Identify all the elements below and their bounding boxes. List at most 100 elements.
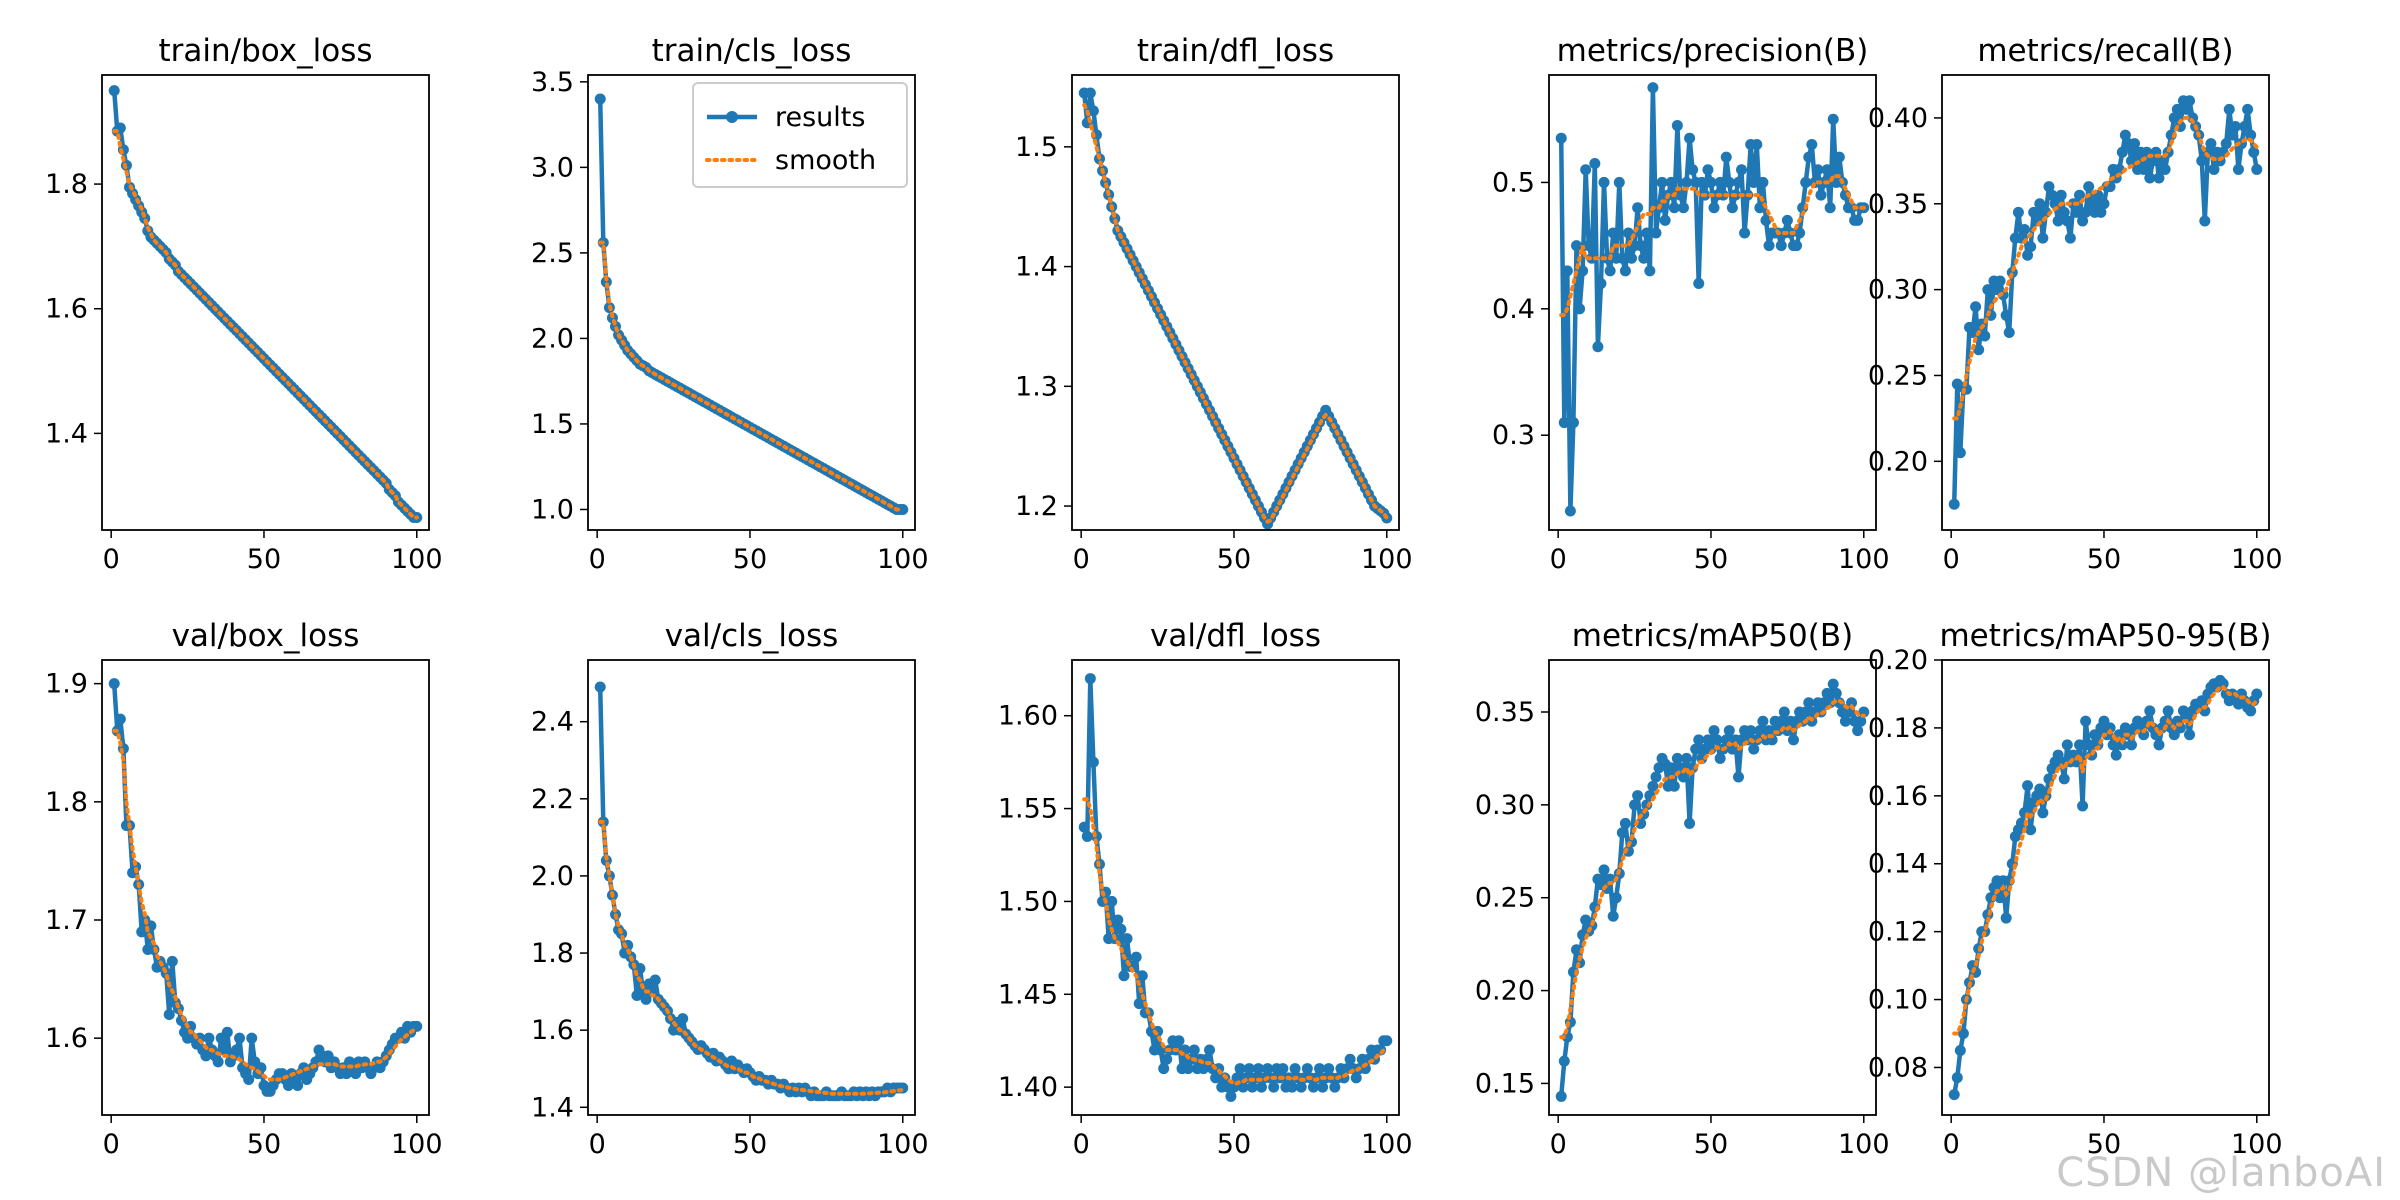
subplot-train-dfl-loss: train/dfl_loss 0 50 100 1.2 1.3 1.4 1.5 (1015, 33, 1413, 575)
results-point (1197, 1063, 1209, 1075)
results-point (1948, 498, 1960, 510)
plot-frame (1548, 659, 1877, 1116)
results-point (1745, 725, 1757, 737)
x-tick-label: 0 (1943, 544, 1960, 575)
results-point (1118, 970, 1130, 982)
results-point (2153, 739, 2165, 751)
results-point (2070, 206, 2082, 218)
results-point (1671, 752, 1683, 764)
results-point (1948, 1089, 1960, 1101)
results-point (1607, 910, 1619, 922)
results-point (2025, 824, 2037, 836)
subplot-title: metrics/recall(B) (1977, 33, 2233, 69)
plot-frame (101, 659, 430, 1116)
results-point (1846, 202, 1858, 214)
y-tick-label: 3.0 (531, 152, 574, 183)
results-point (1717, 189, 1729, 201)
y-tick-label: 1.60 (998, 701, 1058, 732)
x-tick-label: 0 (1073, 544, 1090, 575)
x-tick-label: 50 (1217, 544, 1251, 575)
y-tick-label: 1.4 (1015, 252, 1058, 283)
results-point (1827, 113, 1839, 125)
results-point (2080, 206, 2092, 218)
results-point (2138, 163, 2150, 175)
results-point (1973, 344, 1985, 356)
results-point (1307, 1081, 1319, 1093)
results-point (1824, 202, 1836, 214)
results-point (2162, 705, 2174, 717)
results-point (166, 955, 178, 967)
results-point (2080, 715, 2092, 727)
y-tick-label: 0.4 (1492, 294, 1535, 325)
y-tick-label: 0.25 (1475, 883, 1535, 914)
x-tick-label: 0 (1943, 1129, 1960, 1160)
y-tick-label: 0.30 (1475, 790, 1535, 821)
x-tick-label: 50 (2087, 1129, 2121, 1160)
results-point (1659, 214, 1671, 226)
subplot-val-cls-loss: val/cls_loss 0 50 100 1.4 1.6 1.8 2.0 2.2 2.4 (531, 618, 929, 1160)
results-point (2058, 773, 2070, 785)
results-point (1677, 202, 1689, 214)
y-tick-label: 1.3 (1015, 371, 1058, 402)
results-point (1732, 176, 1744, 188)
results-point (2217, 678, 2229, 690)
legend-smooth-label: smooth (775, 145, 876, 176)
results-point (2022, 249, 2034, 261)
results-point (1231, 1072, 1243, 1084)
results-point (1158, 1063, 1170, 1075)
results-point (1846, 697, 1858, 709)
results-point (1574, 303, 1586, 315)
results-point (1650, 771, 1662, 783)
results-line (1558, 85, 1864, 514)
y-tick-label: 0.3 (1492, 420, 1535, 451)
results-point (1277, 1063, 1289, 1075)
results-point (1564, 505, 1576, 517)
results-point (1583, 240, 1595, 252)
results-point (1732, 771, 1744, 783)
x-tick-label: 100 (2231, 1129, 2283, 1160)
results-point (2095, 206, 2107, 218)
results-point (2025, 241, 2037, 253)
y-tick-label: 2.5 (531, 238, 574, 269)
results-point (1350, 1072, 1362, 1084)
results-point (114, 713, 126, 725)
watermark: CSDN @lanboAI (2056, 1150, 2386, 1196)
results-point (1800, 706, 1812, 718)
results-point (1970, 301, 1982, 313)
y-tick-label: 1.50 (998, 886, 1058, 917)
results-point (1592, 341, 1604, 353)
results-point (1763, 240, 1775, 252)
results-point (640, 993, 652, 1005)
results-point (1558, 1055, 1570, 1067)
results-point (2239, 121, 2251, 133)
subplot-title: metrics/mAP50-95(B) (1939, 618, 2271, 654)
results-point (1775, 240, 1787, 252)
results-line (111, 90, 417, 520)
smooth-line (1559, 174, 1866, 318)
results-point (218, 1044, 230, 1056)
results-point (1791, 240, 1803, 252)
results-point (1650, 227, 1662, 239)
results-point (1751, 139, 1763, 151)
subplot-metrics-recall-b: metrics/recall(B) 0 50 100 0.20 0.25 0.30 0.35 0… (1868, 33, 2283, 575)
y-tick-label: 0.18 (1868, 713, 1928, 744)
results-point (108, 85, 120, 97)
results-point (1632, 790, 1644, 802)
y-tick-label: 0.35 (1475, 697, 1535, 728)
plot-frame (1941, 74, 2270, 531)
results-point (1136, 970, 1148, 982)
y-tick-label: 1.6 (45, 294, 88, 325)
results-markers (1555, 82, 1870, 517)
results-point (1803, 151, 1815, 163)
y-tick-label: 1.7 (45, 905, 88, 936)
results-point (1674, 189, 1686, 201)
results-point (1833, 151, 1845, 163)
results-point (1723, 725, 1735, 737)
results-point (1286, 1081, 1298, 1093)
results-markers (108, 85, 423, 524)
results-point (2037, 807, 2049, 819)
x-tick-label: 50 (1694, 544, 1728, 575)
results-point (603, 870, 615, 882)
y-tick-label: 0.25 (1868, 360, 1928, 391)
